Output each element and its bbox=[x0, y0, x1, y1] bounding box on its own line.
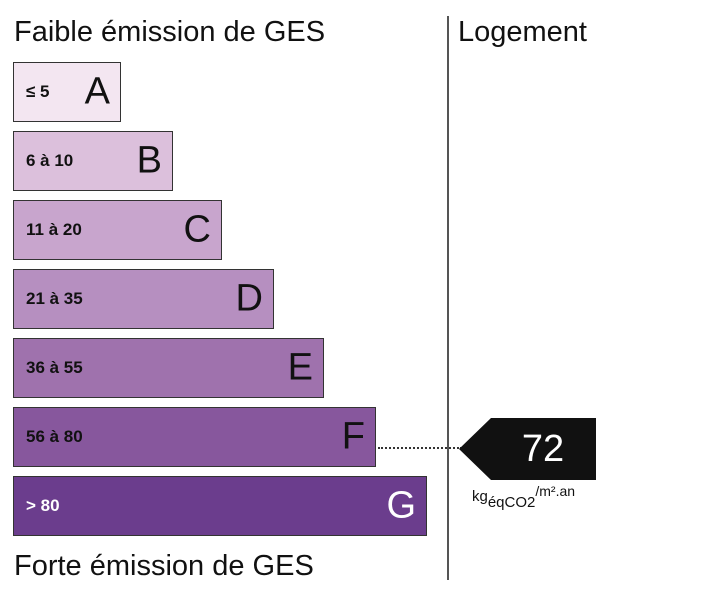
class-bar-g: > 80 G bbox=[13, 476, 427, 536]
class-bar-a: ≤ 5 A bbox=[13, 62, 121, 122]
class-letter: A bbox=[84, 70, 110, 113]
class-bar-c: 11 à 20 C bbox=[13, 200, 222, 260]
class-letter: C bbox=[183, 208, 211, 251]
class-range-label: 21 à 35 bbox=[26, 289, 83, 308]
class-range-label: 6 à 10 bbox=[26, 151, 74, 170]
class-letter: D bbox=[235, 277, 263, 320]
class-bar-d: 21 à 35 D bbox=[13, 269, 274, 329]
class-range-label: 11 à 20 bbox=[26, 220, 82, 239]
high-emission-title: Forte émission de GES bbox=[14, 550, 314, 582]
class-range-label: 56 à 80 bbox=[26, 427, 83, 446]
housing-column-title: Logement bbox=[458, 16, 587, 48]
class-range-label: > 80 bbox=[26, 496, 60, 515]
emission-value: 72 bbox=[521, 427, 565, 470]
class-letter: F bbox=[341, 415, 365, 458]
class-bar-b: 6 à 10 B bbox=[13, 131, 173, 191]
class-range-label: ≤ 5 bbox=[26, 82, 50, 101]
class-letter: G bbox=[386, 484, 416, 527]
class-bar-e: 36 à 55 E bbox=[13, 338, 324, 398]
emission-unit: kgéqCO2/m².an bbox=[472, 483, 575, 511]
low-emission-title: Faible émission de GES bbox=[14, 16, 326, 48]
value-pointer-icon bbox=[459, 418, 596, 480]
class-letter: B bbox=[136, 139, 162, 182]
class-letter: E bbox=[287, 346, 313, 389]
unit-subscript: éqCO2 bbox=[487, 494, 536, 511]
unit-base: kg bbox=[472, 488, 488, 505]
column-divider bbox=[447, 16, 449, 580]
class-range-label: 36 à 55 bbox=[26, 358, 83, 377]
class-bar-f: 56 à 80 F bbox=[13, 407, 376, 467]
indicator-leader-line bbox=[378, 447, 462, 449]
unit-superscript: /m².an bbox=[535, 483, 576, 499]
